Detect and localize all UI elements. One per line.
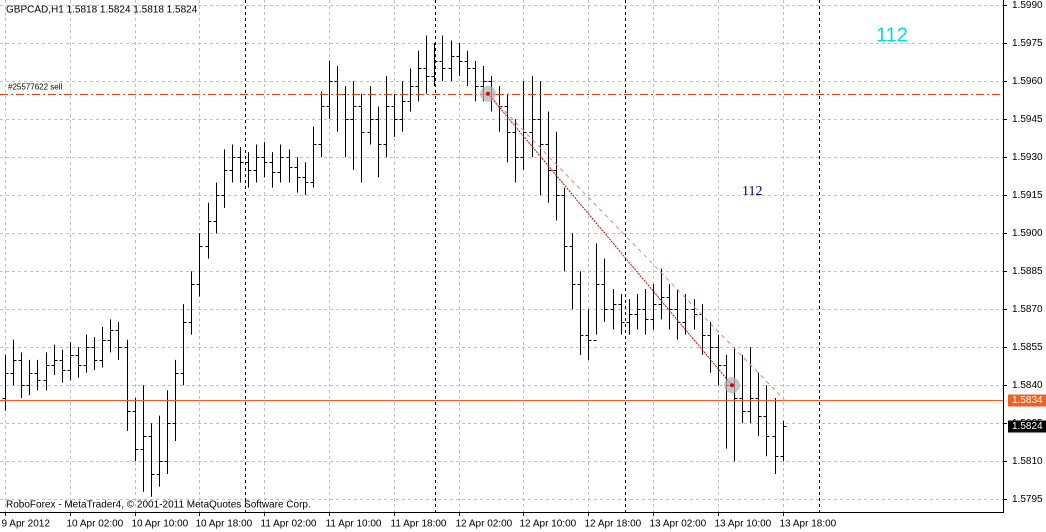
annotation: 112 [742,184,762,199]
footer: RoboForex - MetaTrader4, © 2001-2011 Met… [6,500,311,511]
chart-title: GBPCAD,H1 1.5818 1.5824 1.5818 1.5824 [6,5,198,16]
price-label: 1.5824 [1012,421,1043,432]
y-tick-label: 1.5915 [1012,190,1043,201]
x-tick-label: 10 Apr 18:00 [196,519,253,530]
x-tick-label: 12 Apr 18:00 [585,519,642,530]
x-tick-label: 10 Apr 02:00 [67,519,124,530]
x-tick-label: 11 Apr 18:00 [391,519,447,530]
x-tick-label: 10 Apr 10:00 [132,519,189,530]
x-tick-label: 13 Apr 02:00 [650,519,707,530]
y-tick-label: 1.5900 [1012,228,1043,239]
y-tick-label: 1.5810 [1012,456,1043,467]
price-label-box [1008,420,1046,433]
day-separators [245,0,820,512]
y-tick-label: 1.5945 [1012,114,1043,125]
y-tick-label: 1.5795 [1012,494,1043,505]
level-label: 1.5834 [1012,395,1043,406]
y-tick-label: 1.5855 [1012,342,1043,353]
bars [2,35,787,497]
trade-line-dashed [487,93,786,401]
trade-close-dot [730,383,734,388]
x-tick-label: 12 Apr 10:00 [520,519,577,530]
y-tick-label: 1.5870 [1012,304,1043,315]
trade-line [487,93,733,386]
order-label: #25577622 sell [8,83,62,92]
y-tick-label: 1.5975 [1012,38,1043,49]
x-tick-label: 13 Apr 18:00 [780,519,837,530]
x-tick-label: 11 Apr 02:00 [261,519,317,530]
y-tick-label: 1.5885 [1012,266,1043,277]
trade-open-dot [486,91,490,96]
x-tick-label: 11 Apr 10:00 [326,519,382,530]
y-tick-label: 1.5930 [1012,152,1043,163]
x-tick-label: 9 Apr 2012 [2,519,51,530]
annotation: 112 [876,24,908,46]
level-label-box [1008,394,1046,407]
x-tick-label: 12 Apr 02:00 [456,519,513,530]
y-tick-label: 1.5960 [1012,76,1043,87]
x-tick-label: 13 Apr 10:00 [715,519,772,530]
y-tick-label: 1.5990 [1012,0,1043,11]
y-tick-label: 1.5840 [1012,380,1043,391]
